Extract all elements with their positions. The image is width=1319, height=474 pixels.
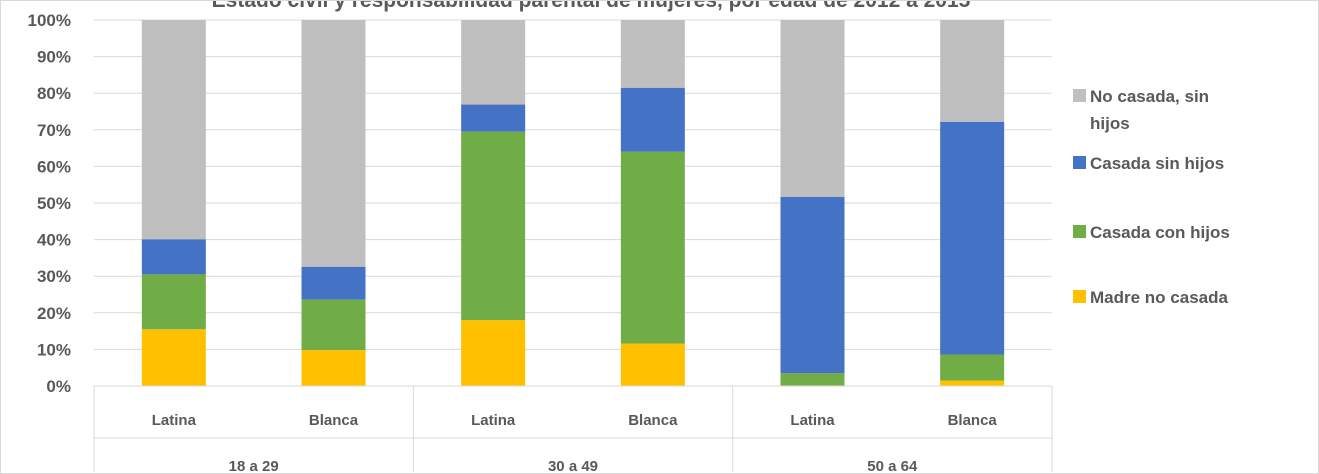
x-category-label: Latina xyxy=(152,412,197,429)
x-category-label: Blanca xyxy=(628,412,678,429)
bar-segment xyxy=(940,380,1005,386)
y-tick-label: 20% xyxy=(37,304,71,323)
x-category-label: Latina xyxy=(471,412,516,429)
y-tick-label: 80% xyxy=(37,84,71,103)
legend-swatch xyxy=(1073,225,1086,238)
bar-segment xyxy=(620,87,685,152)
y-tick-label: 50% xyxy=(37,194,71,213)
legend: No casada, sin hijos Casada sin hijos Casad… xyxy=(1073,87,1230,307)
y-tick-label: 60% xyxy=(37,157,71,176)
y-tick-label: 30% xyxy=(37,267,71,286)
bar-segment xyxy=(301,20,366,267)
bar-segment xyxy=(141,239,206,275)
legend-label: Casada sin hijos xyxy=(1090,154,1224,173)
bar-segment xyxy=(620,20,685,88)
legend-label: Casada con hijos xyxy=(1090,223,1230,242)
x-axis: Latina Blanca Latina Blanca Latina Blanca 18 a… xyxy=(93,385,1053,474)
bar-segment xyxy=(940,20,1005,122)
legend-label: Madre no casada xyxy=(1090,288,1228,307)
x-group-label: 50 a 64 xyxy=(867,458,918,474)
x-group-label: 30 a 49 xyxy=(548,458,598,474)
bar-segment xyxy=(301,350,366,386)
x-category-label: Latina xyxy=(790,412,835,429)
legend-swatch xyxy=(1073,89,1086,102)
x-group-label: 18 a 29 xyxy=(229,458,279,474)
bar-segment xyxy=(461,131,526,321)
bar-segment xyxy=(141,274,206,330)
bar-segment xyxy=(940,121,1005,355)
bar-segment xyxy=(940,354,1005,381)
y-tick-label: 100% xyxy=(28,11,71,30)
y-axis: 0% 10% 20% 30% 40% 50% 60% 70% 80% 90% 100% xyxy=(28,11,71,396)
bar-segment xyxy=(301,266,366,300)
bar-segment xyxy=(141,20,206,240)
bar-segment xyxy=(461,20,526,105)
y-tick-label: 70% xyxy=(37,121,71,140)
bar-segment xyxy=(780,20,845,197)
y-tick-label: 0% xyxy=(46,377,71,396)
bars xyxy=(141,20,1005,386)
legend-label: No casada, sin hijos xyxy=(1090,87,1209,133)
bar-segment xyxy=(780,196,845,374)
bar-segment xyxy=(301,299,366,351)
bar-segment xyxy=(620,151,685,344)
bar-segment xyxy=(141,329,206,386)
chart-title: Estado civil y responsabilidad parental … xyxy=(212,1,971,12)
legend-swatch xyxy=(1073,156,1086,169)
x-category-label: Blanca xyxy=(309,412,359,429)
y-tick-label: 40% xyxy=(37,231,71,250)
bar-segment xyxy=(461,104,526,132)
legend-swatch xyxy=(1073,290,1086,303)
gridlines xyxy=(94,19,1052,387)
y-tick-label: 90% xyxy=(37,48,71,67)
y-tick-label: 10% xyxy=(37,340,71,359)
bar-segment xyxy=(461,320,526,386)
bar-segment xyxy=(620,343,685,386)
x-category-label: Blanca xyxy=(948,412,998,429)
bar-segment xyxy=(780,373,845,386)
